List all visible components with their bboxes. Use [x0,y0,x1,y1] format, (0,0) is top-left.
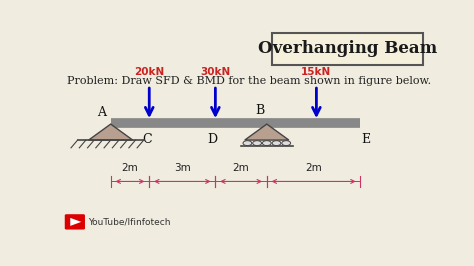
Text: Problem: Draw SFD & BMD for the beam shown in figure below.: Problem: Draw SFD & BMD for the beam sho… [66,76,431,86]
Circle shape [272,141,281,146]
Text: E: E [361,133,371,146]
Text: C: C [142,133,152,146]
Polygon shape [245,124,289,140]
Text: Overhanging Beam: Overhanging Beam [258,40,437,57]
Circle shape [263,141,271,146]
Text: 2m: 2m [122,163,138,173]
Polygon shape [89,124,133,140]
Text: 2m: 2m [305,163,322,173]
Circle shape [282,141,291,146]
FancyBboxPatch shape [272,33,423,65]
Text: YouTube/Ifinfotech: YouTube/Ifinfotech [88,218,171,226]
Text: 20kN: 20kN [134,67,164,77]
Text: 2m: 2m [233,163,249,173]
Text: B: B [255,104,264,117]
Text: 15kN: 15kN [301,67,331,77]
Text: A: A [97,106,106,119]
Text: 3m: 3m [174,163,191,173]
Circle shape [253,141,262,146]
FancyBboxPatch shape [65,214,85,230]
Polygon shape [70,218,82,226]
Text: D: D [208,133,218,146]
Circle shape [243,141,252,146]
Text: 30kN: 30kN [200,67,230,77]
